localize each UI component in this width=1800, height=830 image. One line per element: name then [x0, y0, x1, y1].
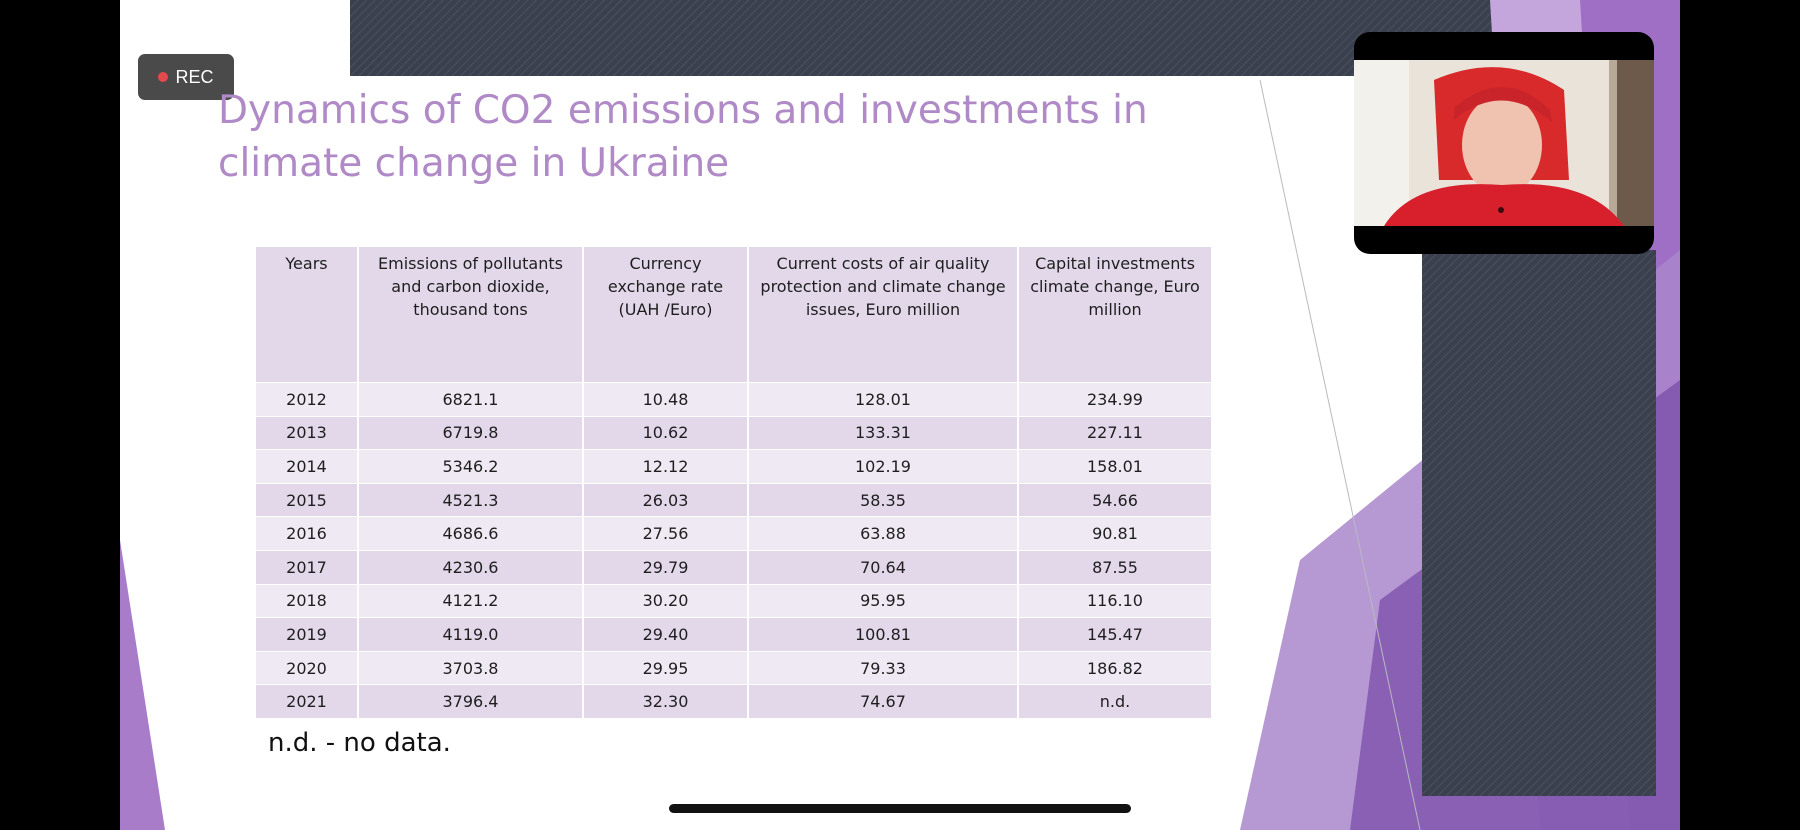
table-cell: 2012 — [256, 382, 359, 417]
footnote: n.d. - no data. — [268, 728, 451, 758]
header-years: Years — [256, 247, 359, 383]
table-cell: 10.48 — [583, 382, 749, 417]
table-cell: 2017 — [256, 549, 359, 585]
table-cell: 227.11 — [1018, 415, 1213, 450]
table-cell: 4230.6 — [358, 549, 584, 585]
table-row: 2021 3796.4 32.30 74.67 n.d. — [256, 684, 1213, 718]
participant-video-tile[interactable] — [1354, 32, 1654, 254]
table-cell: 128.01 — [748, 382, 1019, 417]
presenter-video-feed — [1354, 60, 1654, 226]
table-cell: n.d. — [1018, 684, 1213, 718]
table-cell: 79.33 — [748, 650, 1019, 685]
table-cell: 90.81 — [1018, 516, 1213, 551]
table-row: 2016 4686.6 27.56 63.88 90.81 — [256, 516, 1213, 551]
table-row: 2015 4521.3 26.03 58.35 54.66 — [256, 482, 1213, 517]
table-cell: 74.67 — [748, 684, 1019, 718]
header-emissions: Emissions of pollutants and carbon dioxi… — [358, 247, 584, 383]
table-cell: 2020 — [256, 650, 359, 685]
table-cell: 29.79 — [583, 549, 749, 585]
table-cell: 133.31 — [748, 415, 1019, 450]
table-cell: 95.95 — [748, 583, 1019, 618]
table-cell: 32.30 — [583, 684, 749, 718]
table-row: 2012 6821.1 10.48 128.01 234.99 — [256, 382, 1213, 417]
recording-indicator: REC — [138, 54, 234, 100]
table-cell: 2021 — [256, 684, 359, 718]
table-cell: 3703.8 — [358, 650, 584, 685]
table-cell: 70.64 — [748, 549, 1019, 585]
table-cell: 186.82 — [1018, 650, 1213, 685]
table-cell: 2019 — [256, 617, 359, 652]
table-cell: 26.03 — [583, 482, 749, 517]
slide-title: Dynamics of CO2 emissions and investment… — [218, 88, 1148, 186]
table-cell: 2014 — [256, 449, 359, 484]
table-row: 2019 4119.0 29.40 100.81 145.47 — [256, 617, 1213, 652]
table-cell: 2015 — [256, 482, 359, 517]
table-row: 2014 5346.2 12.12 102.19 158.01 — [256, 449, 1213, 484]
table-cell: 29.40 — [583, 617, 749, 652]
header-current-costs: Current costs of air quality protection … — [748, 247, 1019, 383]
table-cell: 4121.2 — [358, 583, 584, 618]
table-cell: 145.47 — [1018, 617, 1213, 652]
table-cell: 234.99 — [1018, 382, 1213, 417]
table-header-row: Years Emissions of pollutants and carbon… — [256, 247, 1213, 383]
table-row: 2017 4230.6 29.79 70.64 87.55 — [256, 549, 1213, 585]
recording-label: REC — [175, 66, 214, 87]
table-row: 2013 6719.8 10.62 133.31 227.11 — [256, 415, 1213, 450]
table-cell: 10.62 — [583, 415, 749, 450]
table-cell: 100.81 — [748, 617, 1019, 652]
record-dot-icon — [158, 72, 169, 82]
table-cell: 4521.3 — [358, 482, 584, 517]
table-cell: 29.95 — [583, 650, 749, 685]
table-cell: 5346.2 — [358, 449, 584, 484]
table-cell: 2016 — [256, 516, 359, 551]
table-cell: 102.19 — [748, 449, 1019, 484]
table-cell: 4686.6 — [358, 516, 584, 551]
table-cell: 6719.8 — [358, 415, 584, 450]
home-indicator[interactable] — [669, 804, 1131, 813]
table-row: 2018 4121.2 30.20 95.95 116.10 — [256, 583, 1213, 618]
table-cell: 158.01 — [1018, 449, 1213, 484]
table-cell: 3796.4 — [358, 684, 584, 718]
table-cell: 63.88 — [748, 516, 1019, 551]
table-cell: 12.12 — [583, 449, 749, 484]
table-cell: 87.55 — [1018, 549, 1213, 585]
table-cell: 2018 — [256, 583, 359, 618]
table-row: 2020 3703.8 29.95 79.33 186.82 — [256, 650, 1213, 685]
header-capital-investments: Capital investments climate change, Euro… — [1018, 247, 1213, 383]
emissions-table: Years Emissions of pollutants and carbon… — [256, 247, 1213, 718]
table-cell: 6821.1 — [358, 382, 584, 417]
table-cell: 58.35 — [748, 482, 1019, 517]
table-cell: 30.20 — [583, 583, 749, 618]
table-cell: 27.56 — [583, 516, 749, 551]
table-cell: 2013 — [256, 415, 359, 450]
table-cell: 116.10 — [1018, 583, 1213, 618]
table-cell: 54.66 — [1018, 482, 1213, 517]
table-cell: 4119.0 — [358, 617, 584, 652]
header-exchange-rate: Currency exchange rate (UAH /Euro) — [583, 247, 749, 383]
